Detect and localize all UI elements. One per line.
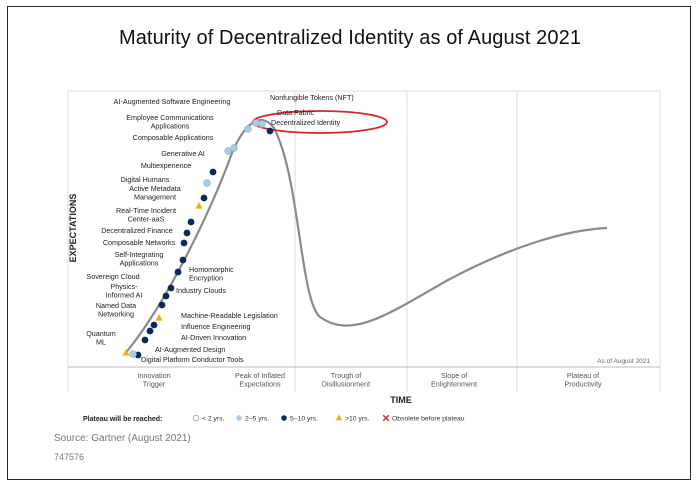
tech-label-quantum-ml: Quantum ML	[86, 329, 116, 347]
marker-digital-humans	[200, 194, 208, 202]
tech-label-named-data-networking: Named Data Networking	[96, 301, 136, 319]
tech-label-decentralized-finance: Decentralized Finance	[101, 226, 173, 235]
legend-title: Plateau will be reached:	[83, 416, 162, 423]
tech-label-homomorphic-encryption: Homomorphic Encryption	[189, 265, 234, 283]
phase-label-peak-of-inflated-expectations: Peak of Inflated Expectations	[235, 371, 285, 389]
date-note: As of August 2021	[597, 358, 650, 365]
hype-curve	[123, 118, 608, 356]
y-axis-label: EXPECTATIONS	[68, 194, 78, 263]
marker-influence-engineering	[146, 327, 154, 335]
legend-item-5-marker	[382, 414, 390, 422]
tech-label-real-time-incident-center-aas: Real-Time Incident Center-aaS	[116, 206, 176, 224]
tech-label-nonfungible-tokens-nft: Nonfungible Tokens (NFT)	[270, 93, 354, 102]
marker-ai-augmented-design	[129, 350, 137, 358]
tech-label-ai-driven-innovation: AI-Driven Innovation	[181, 333, 246, 342]
tech-label-sovereign-cloud: Sovereign Cloud	[86, 272, 139, 281]
legend-item-3-label: 5–10 yrs.	[290, 416, 318, 423]
marker-self-integrating-applications	[179, 256, 187, 264]
legend-item-4-label: >10 yrs.	[345, 416, 369, 423]
tech-label-machine-readable-legislation: Machine-Readable Legislation	[181, 311, 278, 320]
marker-sovereign-cloud	[162, 292, 170, 300]
tech-label-ai-augmented-software-engineering: AI-Augmented Software Engineering	[114, 97, 231, 106]
legend-item-5-label: Obsolete before plateau	[392, 416, 465, 423]
figure-code: 747576	[54, 452, 85, 462]
tech-label-composable-networks: Composable Networks	[103, 238, 176, 247]
marker-composable-applications	[224, 147, 232, 155]
tech-label-generative-ai: Generative AI	[161, 149, 205, 158]
marker-physics-informed-ai	[158, 301, 166, 309]
tech-label-composable-applications: Composable Applications	[133, 133, 214, 142]
tech-label-multiexperience: Multiexperience	[141, 161, 191, 170]
legend-item-2-marker	[236, 415, 242, 421]
page-title: Maturity of Decentralized Identity as of…	[118, 27, 582, 49]
phase-label-innovation-trigger: Innovation Trigger	[137, 371, 170, 389]
tech-label-data-fabric: Data Fabric	[277, 108, 315, 117]
legend-item-2-label: 2–5 yrs.	[245, 416, 269, 423]
tech-label-influence-engineering: Influence Engineering	[181, 322, 251, 331]
marker-multiexperience	[203, 179, 211, 187]
marker-active-metadata-management	[195, 202, 203, 209]
tech-label-decentralized-identity: Decentralized Identity	[271, 118, 341, 127]
marker-generative-ai	[209, 168, 217, 176]
marker-nonfungible-tokens-nft	[252, 119, 260, 127]
figure-frame	[7, 6, 691, 480]
legend-item-1-label: < 2 yrs.	[202, 416, 225, 423]
tech-label-industry-clouds: Industry Clouds	[176, 286, 226, 295]
phase-label-trough-of-disillusionment: Trough of Disillusionment	[322, 371, 370, 389]
marker-data-fabric	[258, 120, 266, 128]
marker-ai-driven-innovation	[141, 336, 149, 344]
tech-label-digital-platform-conductor-tools: Digital Platform Conductor Tools	[141, 355, 244, 364]
marker-ai-augmented-software-engineering	[244, 125, 252, 133]
marker-decentralized-identity	[266, 127, 274, 135]
source-note: Source: Gartner (August 2021)	[54, 433, 191, 444]
tech-label-ai-augmented-design: AI-Augmented Design	[155, 345, 225, 354]
marker-machine-readable-legislation	[150, 321, 158, 329]
marker-industry-clouds	[167, 284, 175, 292]
tech-label-physics-informed-ai: Physics-Informed AI	[106, 282, 143, 300]
marker-employee-communications-applications	[230, 144, 238, 152]
marker-quantum-ml	[122, 349, 130, 356]
phase-label-plateau-of-productivity: Plateau of Productivity	[564, 371, 602, 389]
phase-label-slope-of-enlightenment: Slope of Enlightenment	[431, 371, 477, 389]
tech-label-active-metadata-management: Active Metadata Management	[129, 184, 181, 202]
marker-homomorphic-encryption	[174, 268, 182, 276]
legend-item-1-marker	[192, 414, 200, 422]
tech-label-digital-humans: Digital Humans	[121, 175, 170, 184]
marker-composable-networks	[180, 239, 188, 247]
x-axis-label: TIME	[390, 395, 412, 405]
tech-label-employee-communications-applications: Employee Communications Applications	[126, 113, 214, 131]
marker-decentralized-finance	[183, 229, 191, 237]
tech-label-self-integrating-applications: Self-Integrating Applications	[115, 250, 164, 268]
marker-named-data-networking	[155, 314, 163, 321]
legend-item-3-marker	[281, 415, 287, 421]
legend-item-4-marker	[335, 414, 343, 421]
marker-real-time-incident-center-aas	[187, 218, 195, 226]
